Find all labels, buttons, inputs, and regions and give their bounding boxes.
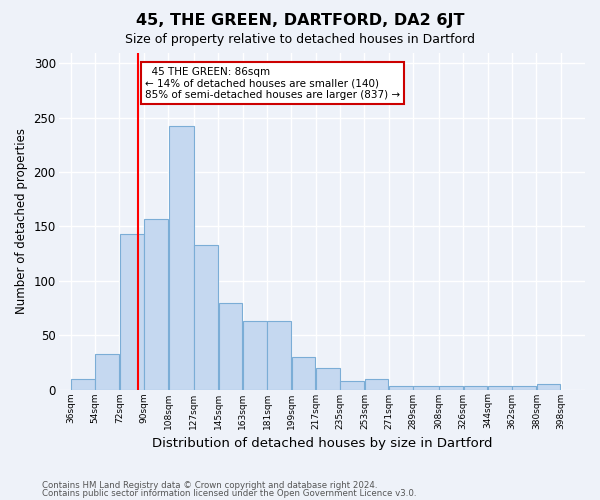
- Text: Contains public sector information licensed under the Open Government Licence v3: Contains public sector information licen…: [42, 489, 416, 498]
- Bar: [488, 386, 512, 390]
- Bar: [316, 368, 340, 390]
- Y-axis label: Number of detached properties: Number of detached properties: [15, 128, 28, 314]
- Bar: [120, 234, 143, 390]
- Bar: [340, 381, 364, 390]
- Bar: [169, 126, 194, 390]
- Bar: [268, 321, 291, 390]
- Bar: [464, 386, 487, 390]
- Text: Contains HM Land Registry data © Crown copyright and database right 2024.: Contains HM Land Registry data © Crown c…: [42, 480, 377, 490]
- Bar: [71, 378, 95, 390]
- Bar: [389, 386, 413, 390]
- Text: Size of property relative to detached houses in Dartford: Size of property relative to detached ho…: [125, 32, 475, 46]
- X-axis label: Distribution of detached houses by size in Dartford: Distribution of detached houses by size …: [152, 437, 492, 450]
- Bar: [413, 386, 439, 390]
- Bar: [292, 357, 316, 390]
- Bar: [365, 378, 388, 390]
- Bar: [194, 245, 218, 390]
- Bar: [243, 321, 266, 390]
- Bar: [439, 386, 463, 390]
- Bar: [95, 354, 119, 390]
- Bar: [512, 386, 536, 390]
- Bar: [536, 384, 560, 390]
- Text: 45, THE GREEN, DARTFORD, DA2 6JT: 45, THE GREEN, DARTFORD, DA2 6JT: [136, 12, 464, 28]
- Text: 45 THE GREEN: 86sqm
← 14% of detached houses are smaller (140)
85% of semi-detac: 45 THE GREEN: 86sqm ← 14% of detached ho…: [145, 66, 400, 100]
- Bar: [218, 302, 242, 390]
- Bar: [144, 219, 168, 390]
